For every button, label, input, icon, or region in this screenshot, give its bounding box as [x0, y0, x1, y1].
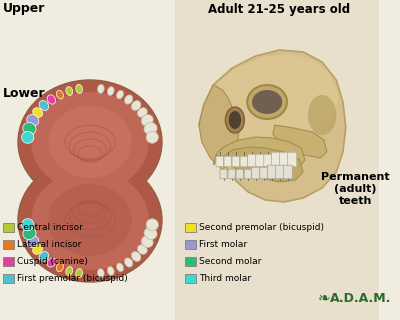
FancyBboxPatch shape	[3, 257, 14, 266]
Ellipse shape	[131, 100, 141, 110]
FancyBboxPatch shape	[284, 165, 292, 179]
FancyBboxPatch shape	[175, 0, 379, 320]
Ellipse shape	[48, 184, 132, 256]
Text: Cuspid (canine): Cuspid (canine)	[17, 257, 88, 266]
Text: Lower: Lower	[3, 87, 46, 100]
Polygon shape	[213, 147, 303, 182]
Text: Permanent: Permanent	[321, 172, 390, 182]
Ellipse shape	[22, 131, 34, 143]
Ellipse shape	[107, 267, 114, 275]
FancyBboxPatch shape	[272, 152, 281, 167]
Polygon shape	[199, 50, 346, 202]
FancyBboxPatch shape	[0, 0, 175, 320]
FancyBboxPatch shape	[216, 156, 224, 167]
Ellipse shape	[66, 267, 73, 275]
FancyBboxPatch shape	[185, 274, 196, 283]
Text: Third molar: Third molar	[199, 274, 251, 283]
Polygon shape	[273, 125, 327, 158]
Ellipse shape	[48, 106, 132, 178]
Ellipse shape	[124, 95, 133, 104]
Ellipse shape	[18, 80, 162, 204]
Ellipse shape	[27, 115, 39, 126]
Ellipse shape	[116, 263, 124, 272]
FancyBboxPatch shape	[236, 169, 243, 179]
Ellipse shape	[56, 90, 64, 99]
Polygon shape	[216, 137, 305, 172]
Ellipse shape	[226, 107, 244, 133]
Ellipse shape	[31, 92, 149, 192]
FancyBboxPatch shape	[264, 154, 272, 167]
Text: ❧: ❧	[317, 291, 330, 306]
Ellipse shape	[23, 123, 36, 135]
FancyBboxPatch shape	[256, 154, 264, 167]
Text: Lateral incisor: Lateral incisor	[17, 240, 82, 249]
FancyBboxPatch shape	[267, 165, 276, 179]
Polygon shape	[218, 54, 339, 150]
FancyBboxPatch shape	[3, 223, 14, 232]
Ellipse shape	[144, 227, 157, 239]
FancyBboxPatch shape	[275, 165, 284, 179]
Ellipse shape	[39, 100, 49, 110]
Text: Second molar: Second molar	[199, 257, 261, 266]
Ellipse shape	[33, 245, 42, 254]
Ellipse shape	[107, 87, 114, 95]
Ellipse shape	[146, 131, 158, 143]
Ellipse shape	[39, 252, 49, 261]
Polygon shape	[199, 85, 239, 170]
FancyBboxPatch shape	[288, 152, 297, 167]
FancyBboxPatch shape	[220, 169, 227, 179]
Ellipse shape	[22, 219, 34, 231]
Ellipse shape	[23, 227, 36, 239]
FancyBboxPatch shape	[185, 223, 196, 232]
FancyBboxPatch shape	[260, 167, 268, 179]
Text: Central incisor: Central incisor	[17, 223, 83, 232]
Ellipse shape	[124, 258, 133, 267]
Ellipse shape	[308, 95, 336, 135]
Ellipse shape	[144, 123, 157, 135]
Ellipse shape	[56, 263, 64, 272]
FancyBboxPatch shape	[185, 240, 196, 249]
Ellipse shape	[18, 158, 162, 282]
Ellipse shape	[252, 90, 282, 114]
Ellipse shape	[98, 84, 104, 93]
Ellipse shape	[146, 219, 158, 231]
FancyBboxPatch shape	[3, 240, 14, 249]
FancyBboxPatch shape	[240, 156, 248, 167]
Ellipse shape	[138, 245, 147, 254]
Ellipse shape	[247, 85, 287, 119]
Text: Second premolar (bicuspid): Second premolar (bicuspid)	[199, 223, 324, 232]
FancyBboxPatch shape	[252, 167, 260, 179]
FancyBboxPatch shape	[248, 154, 256, 167]
Text: First molar: First molar	[199, 240, 247, 249]
FancyBboxPatch shape	[280, 152, 289, 167]
Text: (adult): (adult)	[334, 184, 376, 194]
FancyBboxPatch shape	[3, 274, 14, 283]
FancyBboxPatch shape	[224, 156, 232, 167]
Text: A.D.A.M.: A.D.A.M.	[330, 292, 391, 305]
Ellipse shape	[141, 115, 153, 126]
Ellipse shape	[27, 236, 39, 247]
Ellipse shape	[33, 108, 42, 117]
Ellipse shape	[76, 269, 82, 278]
FancyBboxPatch shape	[228, 169, 235, 179]
Ellipse shape	[76, 84, 82, 93]
FancyBboxPatch shape	[244, 169, 251, 179]
FancyBboxPatch shape	[185, 257, 196, 266]
Text: Adult 21-25 years old: Adult 21-25 years old	[208, 3, 350, 16]
Text: Upper: Upper	[3, 2, 45, 15]
Ellipse shape	[31, 170, 149, 270]
Text: First premolar (bicuspid): First premolar (bicuspid)	[17, 274, 128, 283]
Ellipse shape	[98, 269, 104, 278]
Text: teeth: teeth	[338, 196, 372, 206]
FancyBboxPatch shape	[232, 156, 240, 167]
Ellipse shape	[47, 258, 56, 267]
Ellipse shape	[138, 108, 147, 117]
Ellipse shape	[131, 252, 141, 261]
Ellipse shape	[66, 87, 73, 95]
Ellipse shape	[141, 236, 153, 247]
Ellipse shape	[116, 90, 124, 99]
Ellipse shape	[229, 111, 241, 129]
Ellipse shape	[47, 95, 56, 104]
